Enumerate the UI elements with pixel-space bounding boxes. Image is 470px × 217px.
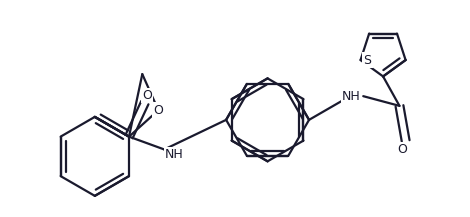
Text: NH: NH	[342, 90, 361, 103]
Text: O: O	[153, 104, 163, 117]
Text: O: O	[142, 89, 152, 102]
Text: S: S	[363, 54, 371, 67]
Text: O: O	[397, 143, 407, 156]
Text: NH: NH	[165, 148, 183, 161]
